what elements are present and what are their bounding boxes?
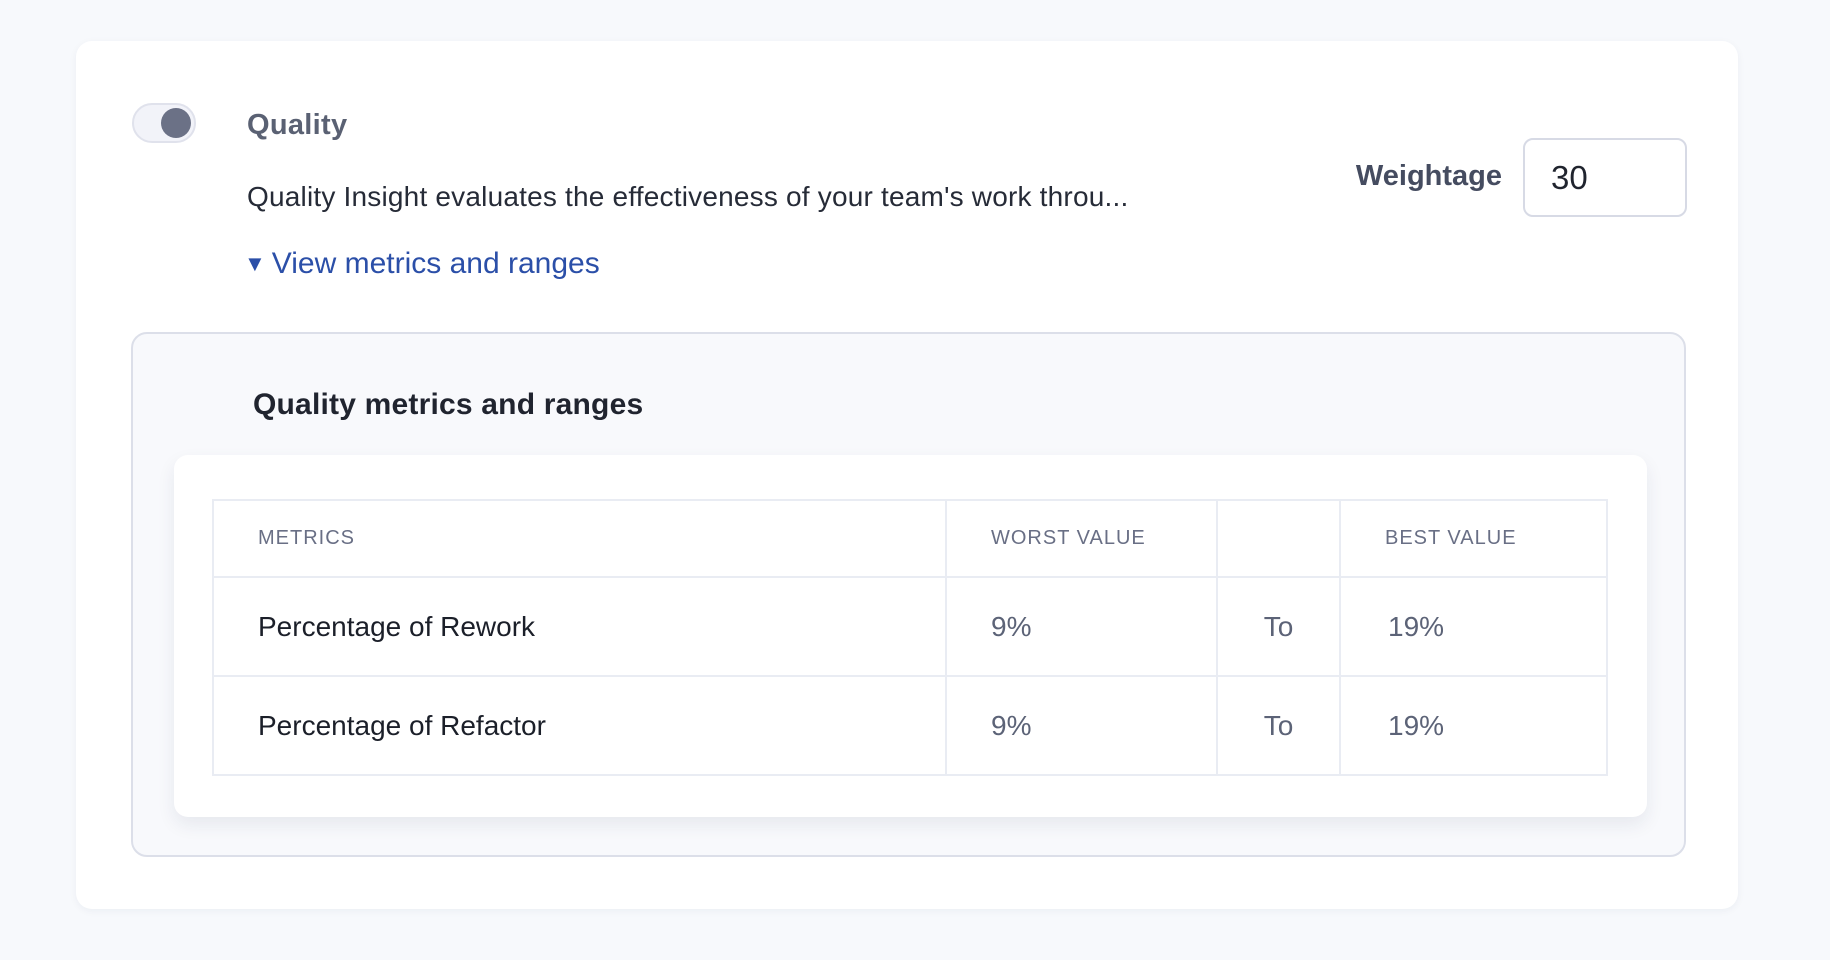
to-label: To [1216,675,1341,776]
worst-value: 9% [945,576,1218,677]
quality-section-card: Quality Quality Insight evaluates the ef… [76,41,1738,909]
to-label: To [1216,576,1341,677]
section-description: Quality Insight evaluates the effectiven… [247,181,1129,212]
best-value: 19% [1339,576,1608,677]
table-header-row: METRICS WORST VALUE BEST VALUE [212,499,1608,578]
worst-value: 9% [945,675,1218,776]
table-row: Percentage of Rework 9% To 19% [212,576,1608,677]
weightage-input[interactable] [1523,138,1687,217]
header-spacer [1216,499,1341,578]
panel-heading: Quality metrics and ranges [253,388,644,421]
metrics-ranges-panel: Quality metrics and ranges METRICS WORST… [131,332,1686,857]
metric-name: Percentage of Rework [212,576,947,677]
metric-name: Percentage of Refactor [212,675,947,776]
header-worst-value: WORST VALUE [945,499,1218,578]
header-best-value: BEST VALUE [1339,499,1608,578]
best-value: 19% [1339,675,1608,776]
weightage-label: Weightage [1355,160,1502,192]
quality-toggle[interactable] [132,103,196,143]
view-metrics-link[interactable]: ▼ View metrics and ranges [244,247,600,281]
toggle-knob-icon [161,108,191,138]
section-title: Quality [247,109,348,141]
view-metrics-link-label: View metrics and ranges [271,247,600,280]
header-metrics: METRICS [212,499,947,578]
table-row: Percentage of Refactor 9% To 19% [212,675,1608,776]
chevron-down-icon: ▼ [244,251,266,276]
metrics-table-card: METRICS WORST VALUE BEST VALUE Percentag… [174,455,1647,817]
metrics-table: METRICS WORST VALUE BEST VALUE Percentag… [212,499,1608,776]
